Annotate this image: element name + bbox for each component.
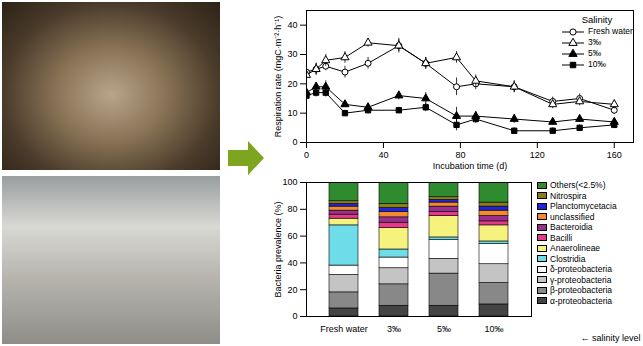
html-text:unclassified: unclassified [550,211,595,222]
html-text:Anaerolineae: Anaerolineae [550,243,601,253]
svg-text:0: 0 [292,137,297,147]
html-text:Planctomycetacia: Planctomycetacia [550,201,617,211]
html-text:α-proteobacteria: α-proteobacteria [550,295,613,306]
svg-text:40: 40 [287,20,297,30]
svg-text:80: 80 [287,204,297,214]
html-text:Nitrospira: Nitrospira [550,190,587,201]
svg-text:0: 0 [292,311,297,321]
html-text:Fresh water: Fresh water [588,26,633,36]
svg-text:Fresh water: Fresh water [320,324,368,334]
svg-text:100: 100 [282,177,297,187]
svg-text:60: 60 [287,231,297,241]
html-text:10‰: 10‰ [588,59,606,69]
svg-text:20: 20 [287,79,297,89]
html-text:δ-proteobacteria: δ-proteobacteria [550,264,612,274]
svg-text:5‰: 5‰ [437,324,451,334]
svg-text:80: 80 [455,150,465,160]
html-text:5‰: 5‰ [588,48,602,58]
svg-text:160: 160 [607,150,622,160]
svg-text:0: 0 [304,150,309,160]
svg-text:40: 40 [287,258,297,268]
svg-text:10: 10 [287,108,297,118]
svg-text:Respiration rate (mgC·m⁻²·h⁻¹): Respiration rate (mgC·m⁻²·h⁻¹) [273,16,283,138]
html-text:Clostridia: Clostridia [550,253,586,264]
svg-text:20: 20 [287,285,297,295]
svg-text:Bacteria prevalence (%): Bacteria prevalence (%) [273,201,283,297]
html-text:Bacteroidia: Bacteroidia [550,222,593,232]
svg-text:Incubation time (d): Incubation time (d) [433,161,508,171]
svg-text:30: 30 [287,49,297,59]
svg-text:10‰: 10‰ [484,324,503,334]
html-text:γ-proteobacteria: γ-proteobacteria [550,274,612,285]
html-text:Salinity: Salinity [581,14,613,25]
html-text:β-proteobacteria: β-proteobacteria [550,285,613,295]
svg-text:40: 40 [378,150,388,160]
svg-text:← salinity level: ← salinity level [580,333,640,343]
svg-text:120: 120 [530,150,545,160]
html-text:Others(<2.5%): Others(<2.5%) [550,180,606,190]
html-text:Bacilli: Bacilli [550,232,573,243]
svg-text:3‰: 3‰ [387,324,401,334]
html-text:3‰: 3‰ [588,37,602,47]
